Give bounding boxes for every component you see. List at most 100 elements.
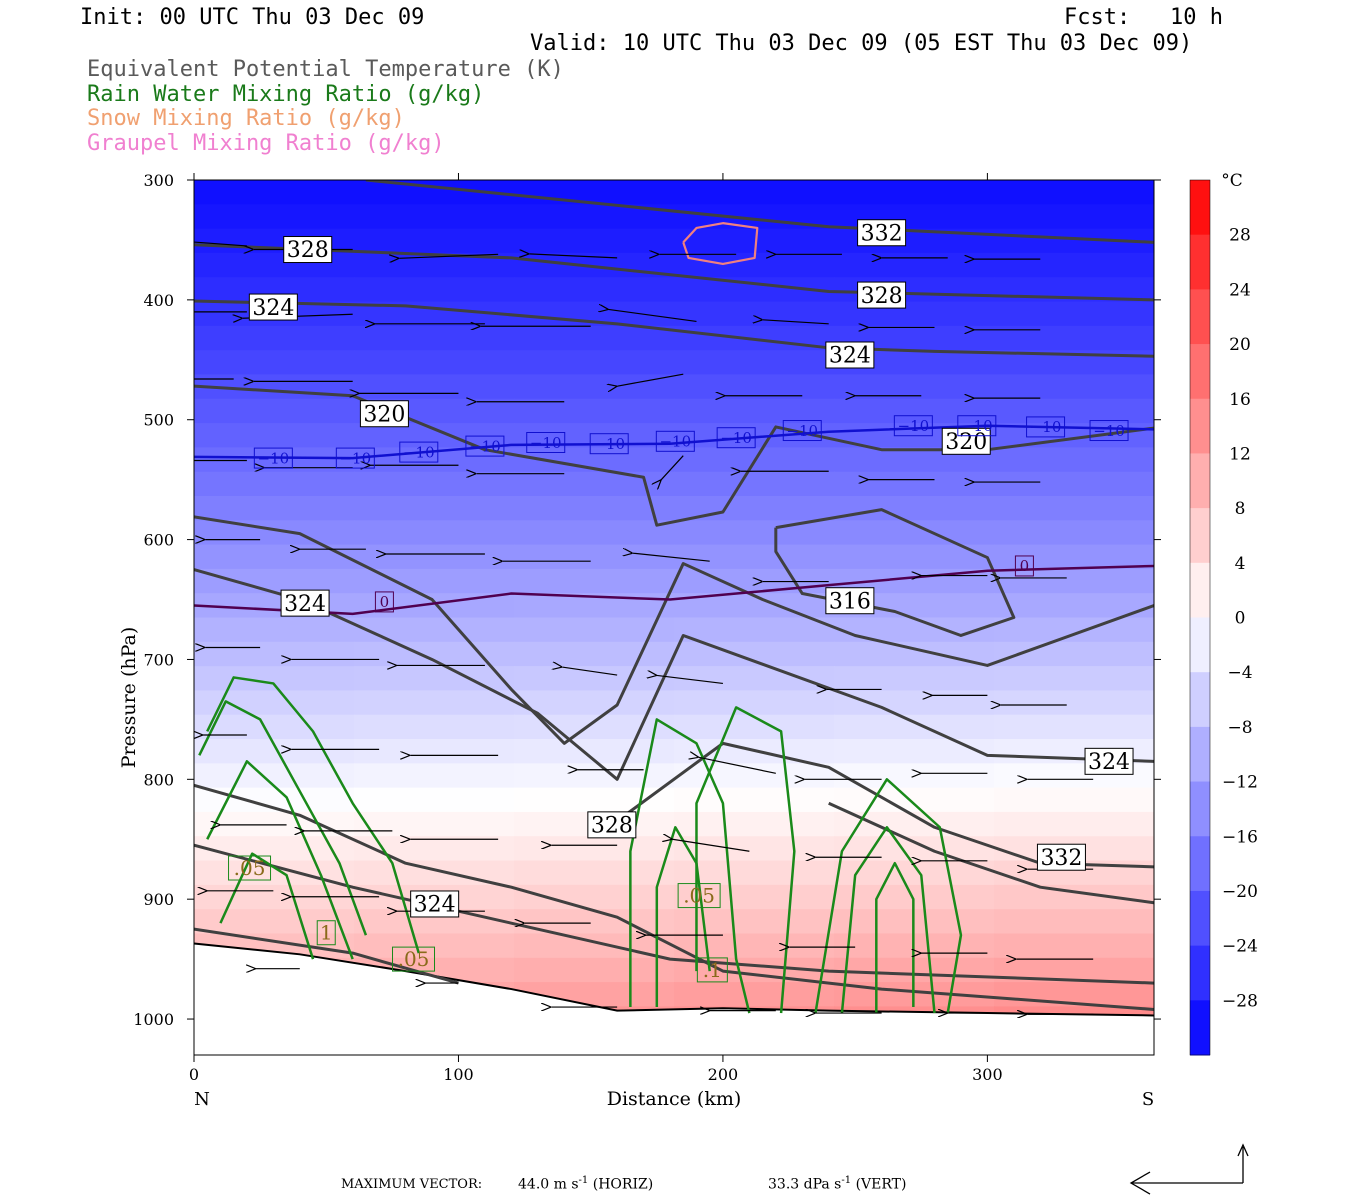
temperature-band (514, 277, 675, 303)
temperature-band (994, 933, 1154, 959)
contour-label-box (1036, 843, 1086, 871)
contour-label-text: 328 (287, 238, 329, 263)
colorbar-swatch (1190, 836, 1210, 892)
contour-label-theta_e: 324 (248, 293, 298, 321)
temperature-band (994, 787, 1154, 813)
contour-label-text: 320 (363, 402, 405, 427)
temperature-band (834, 180, 995, 206)
temperature-band (194, 423, 355, 449)
contour-label-box (957, 415, 997, 437)
theta-e-contour (365, 180, 1154, 244)
temperature-band (514, 520, 675, 546)
temperature-band (194, 520, 355, 546)
temperature-band (674, 350, 835, 376)
contour-label-isotherm: −10 (526, 432, 566, 453)
x-tick-label: 300 (972, 1065, 1003, 1084)
theta-e-contour (194, 299, 1154, 358)
contour-label-theta_e: 320 (359, 400, 409, 427)
contour-label-text: 324 (1088, 750, 1130, 775)
vert-unit: (VERT) (855, 1176, 907, 1193)
temperature-band (194, 617, 355, 643)
wind-vector (194, 241, 247, 247)
temperature-band (994, 301, 1154, 327)
temperature-band (514, 544, 675, 570)
colorbar-swatch (1190, 726, 1210, 783)
y-tick-label: 500 (143, 411, 174, 430)
temperature-band (354, 787, 515, 813)
temperature-band (834, 495, 995, 522)
temperature-band (674, 982, 835, 1008)
contour-label-box (283, 236, 333, 264)
temperature-band (994, 252, 1154, 279)
contour-label-isotherm: −10 (1026, 416, 1066, 438)
rain-contour (875, 861, 915, 1014)
x-axis-label: Distance (km) (607, 1088, 742, 1110)
contour-label-theta_e: 332 (1036, 843, 1086, 871)
vert-exponent: -1 (841, 1175, 852, 1186)
temperature-band (674, 933, 835, 959)
vert-value: 33.3 dPa s (768, 1176, 842, 1193)
colorbar: 28 24 20 16 12 8 4 0 −4 −8 −12 −16 −20 −24 −28 °C (1189, 171, 1258, 1056)
temperature-band (194, 471, 355, 497)
contour-label-box (825, 587, 875, 615)
temperature-band (994, 447, 1154, 473)
y-axis-label: Pressure (hPa) (118, 627, 140, 769)
contour-label-text: 316 (829, 589, 871, 614)
temperature-band (834, 398, 995, 425)
contour-label-theta_e: 328 (283, 236, 333, 264)
temperature-band (674, 860, 835, 886)
temperature-band (834, 714, 995, 741)
temperature-band (994, 568, 1154, 595)
y-tick-label: 900 (143, 890, 174, 909)
contour-label-isotherm: −10 (957, 415, 997, 437)
colorbar-tick-label: −12 (1222, 773, 1258, 793)
contour-label-text: −10 (898, 417, 930, 435)
rain-contour (198, 700, 368, 936)
temperature-band (834, 787, 995, 813)
temperature-band (194, 568, 355, 595)
temperature-band (674, 666, 835, 692)
contour-label-text: −10 (530, 434, 562, 452)
temperature-band (674, 520, 835, 546)
contour-label-box (1089, 420, 1129, 442)
contour-label-box (857, 281, 907, 309)
temperature-band (354, 204, 515, 230)
temperature-band (514, 325, 675, 352)
contour-label-text: −10 (469, 437, 501, 455)
temperature-band (354, 228, 515, 254)
contour-label-text: .05 (234, 856, 266, 880)
contour-labels: 328 332 324 328 324 320 320 316 324 324 328 332 324 −… (228, 219, 1134, 983)
temperature-band (994, 811, 1154, 838)
colorbar-tick-label: −16 (1222, 827, 1258, 847)
contour-label-box (716, 427, 756, 449)
theta-e-contour (774, 508, 1016, 637)
colorbar-frame (1189, 179, 1211, 1056)
temperature-band (514, 860, 675, 886)
contour-label-box (465, 435, 505, 457)
colorbar-tick-label: 12 (1229, 444, 1251, 464)
contour-label-text: 332 (1040, 846, 1082, 871)
contour-label-text: −10 (786, 422, 818, 440)
temperature-band (354, 520, 515, 546)
temperature-band (194, 350, 355, 376)
x-tick-label: 100 (443, 1065, 474, 1084)
contour-label-theta_e: 332 (857, 219, 907, 246)
contour-label-theta_e: 316 (825, 587, 875, 615)
temperature-band (514, 787, 675, 813)
colorbar-swatch (1190, 398, 1210, 454)
temperature-band (354, 641, 515, 668)
temperature-band (834, 739, 995, 765)
contour-label-text: −10 (258, 449, 290, 467)
colorbar-swatch (1190, 672, 1210, 728)
temperature-band (834, 617, 995, 643)
temperature-band (514, 228, 675, 254)
temperature-band (994, 180, 1154, 206)
wind-vector (672, 839, 750, 852)
contour-label-text: 332 (861, 221, 903, 246)
contour-label-box (1084, 747, 1134, 775)
temperature-band (994, 204, 1154, 230)
max-vector-horiz: 44.0 m s-1 (HORIZ) (518, 1175, 653, 1193)
isotherm-minus10 (194, 424, 1154, 460)
temperature-band (354, 666, 515, 692)
contour-label-box (696, 957, 728, 983)
